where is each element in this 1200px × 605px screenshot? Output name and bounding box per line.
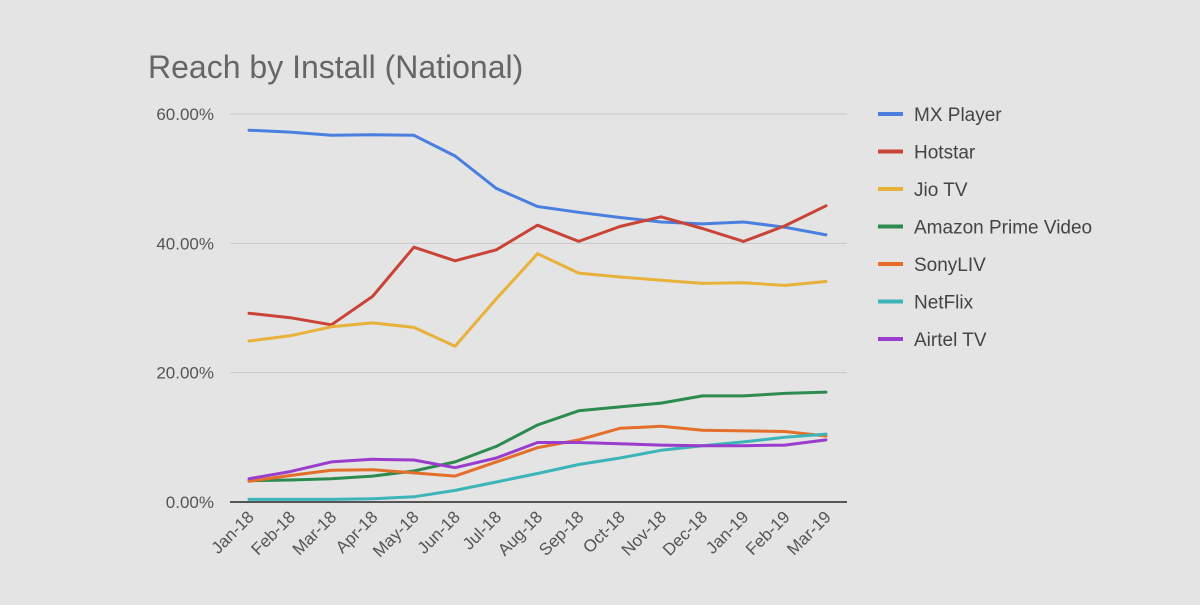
x-tick-label: Feb-19	[742, 507, 794, 559]
y-axis-ticks: 0.00% 20.00% 40.00% 60.00%	[156, 105, 214, 512]
x-tick-label: Aug-18	[494, 507, 546, 559]
x-tick-label: Jan-18	[208, 507, 258, 557]
legend: MX Player Hotstar Jio TV Amazon Prime Video…	[878, 105, 1092, 351]
y-tick-label: 40.00%	[156, 234, 214, 253]
x-tick-label: Dec-18	[659, 507, 711, 559]
x-tick-label: Sep-18	[535, 507, 587, 559]
series-line-airtel-tv	[247, 438, 828, 481]
series-line-amazon-prime-video	[247, 390, 828, 483]
x-tick-label: Mar-18	[289, 507, 341, 559]
y-tick-label: 60.00%	[156, 105, 214, 124]
x-tick-label: Jan-19	[702, 507, 752, 557]
legend-label: SonyLIV	[914, 255, 986, 276]
x-tick-label: May-18	[369, 507, 423, 561]
y-tick-label: 0.00%	[166, 493, 214, 512]
series-line-jio-tv	[247, 252, 828, 348]
legend-label: Airtel TV	[914, 330, 987, 351]
legend-label: Jio TV	[914, 180, 968, 201]
x-tick-label: Mar-19	[783, 507, 835, 559]
x-tick-label: Jun-18	[414, 507, 464, 557]
legend-label: MX Player	[914, 105, 1002, 126]
series-line-netflix	[247, 432, 828, 501]
series-line-hotstar	[247, 204, 828, 327]
series-line-sonyliv	[247, 424, 828, 483]
grid-lines	[230, 113, 847, 503]
legend-label: Hotstar	[914, 143, 976, 164]
x-tick-label: Nov-18	[618, 507, 670, 559]
x-axis-ticks: Jan-18Feb-18Mar-18Apr-18May-18Jun-18Jul-…	[208, 507, 835, 561]
legend-label: Amazon Prime Video	[914, 218, 1092, 239]
series-lines	[247, 128, 828, 501]
legend-label: NetFlix	[914, 293, 974, 314]
series-line-mx-player	[247, 128, 828, 237]
x-tick-label: Feb-18	[248, 507, 300, 559]
y-tick-label: 20.00%	[156, 364, 214, 383]
chart-title: Reach by Install (National)	[148, 49, 523, 85]
